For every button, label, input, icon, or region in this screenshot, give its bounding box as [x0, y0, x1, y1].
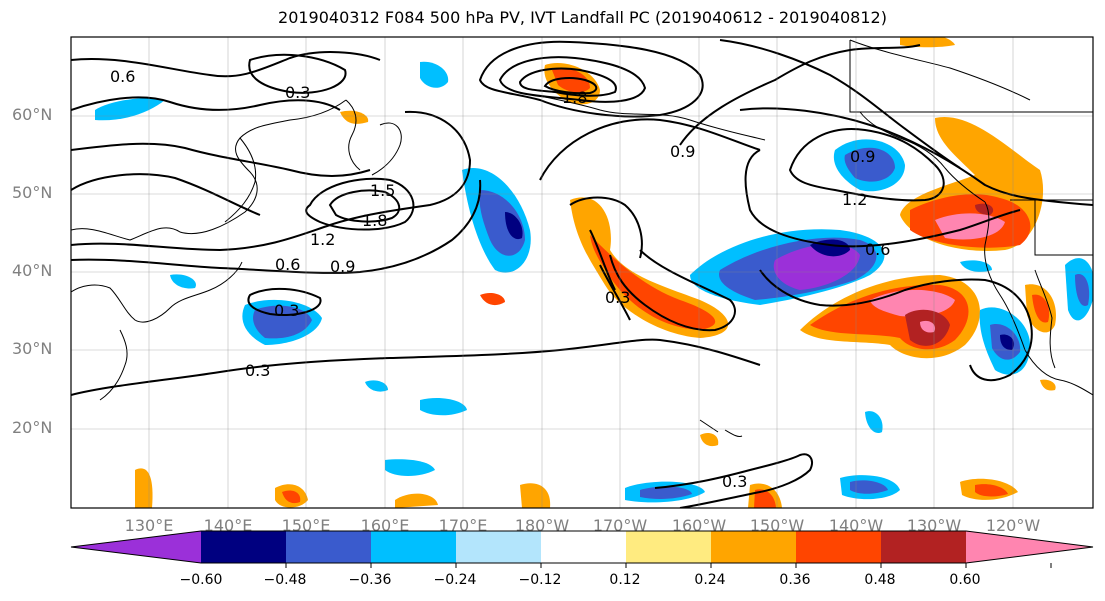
colorbar-cell [881, 531, 966, 563]
contour-label: 0.6 [275, 255, 300, 274]
contour-label: 0.9 [670, 142, 695, 161]
colorbar-tick-label: 0.36 [779, 572, 811, 588]
colorbar-cell [71, 531, 201, 563]
contour-label: 0.6 [110, 67, 135, 86]
map-frame [70, 36, 1094, 509]
contour-label: 0.3 [274, 301, 299, 320]
colorbar-tick-label: −0.48 [263, 572, 307, 588]
colorbar-tick-label: −0.24 [433, 572, 477, 588]
lat-label: 50°N [12, 183, 53, 202]
lon-label: 160°E [360, 516, 410, 535]
colorbar-tick-label: 0.12 [609, 572, 641, 588]
colorbar-cell [796, 531, 881, 563]
contour-label: 0.3 [605, 288, 630, 307]
contour-label: 1.5 [370, 181, 395, 200]
lat-label: 20°N [12, 418, 53, 437]
lon-label: 130°W [906, 516, 962, 535]
contour-label: 0.3 [285, 83, 310, 102]
lon-label: 160°W [671, 516, 727, 535]
pv-contours [71, 39, 1093, 508]
coastlines [71, 39, 1093, 437]
lat-label: 40°N [12, 261, 53, 280]
contour-label: 0.6 [865, 240, 890, 259]
colorbar-cell [966, 531, 1093, 563]
colorbar-outline [70, 530, 1094, 564]
lon-label: 140°E [203, 516, 253, 535]
colorbar-cell [371, 531, 456, 563]
colorbar-tick-label: −0.36 [348, 572, 392, 588]
contour-label: 0.3 [245, 361, 270, 380]
colorbar-cells [70, 530, 1094, 564]
contour-label: 0.9 [330, 257, 355, 276]
colorbar-ticks [285, 563, 1052, 568]
contour-label: 1.8 [362, 211, 387, 230]
lon-label: 140°W [828, 516, 884, 535]
colorbar-tick-label: 0.48 [864, 572, 896, 588]
lon-label: 170°E [438, 516, 488, 535]
colorbar-cell [541, 531, 626, 563]
map-title: 2019040312 F084 500 hPa PV, IVT Landfall… [278, 8, 887, 27]
colorbar-tick-label: −0.12 [518, 572, 562, 588]
contour-label: 0.9 [850, 147, 875, 166]
colorbar-cell [286, 531, 371, 563]
colorbar-cell [626, 531, 711, 563]
contour-label: 0.3 [722, 472, 747, 491]
colorbar-tick-label: 0.24 [694, 572, 726, 588]
colorbar-cell [456, 531, 541, 563]
lon-label: 150°E [281, 516, 331, 535]
colorbar-cell [711, 531, 796, 563]
colorbar-tick-label: 0.60 [949, 572, 981, 588]
contour-label: 1.2 [842, 190, 867, 209]
contour-label: 1.8 [562, 88, 587, 107]
lon-label: 180°W [514, 516, 570, 535]
colorbar-tick-label: −0.60 [179, 572, 223, 588]
lon-label: 130°E [124, 516, 174, 535]
lon-label: 120°W [985, 516, 1041, 535]
lat-label: 30°N [12, 339, 53, 358]
lon-label: 170°W [592, 516, 648, 535]
lat-label: 60°N [12, 105, 53, 124]
gridlines [71, 37, 1093, 508]
contour-label: 1.2 [310, 230, 335, 249]
colorbar-cell [201, 531, 286, 563]
lon-label: 150°W [749, 516, 805, 535]
